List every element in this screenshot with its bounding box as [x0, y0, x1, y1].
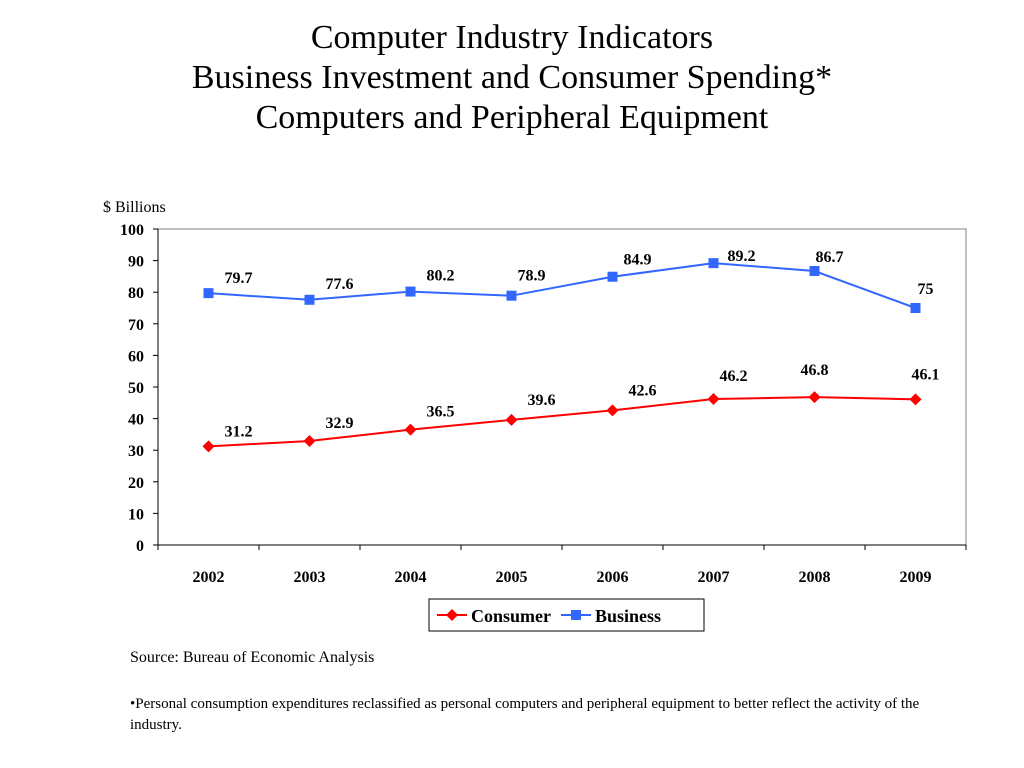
business-data-label: 79.7 — [225, 270, 253, 287]
consumer-data-point — [303, 435, 316, 448]
business-data-label: 75 — [918, 281, 934, 298]
consumer-data-point — [505, 413, 518, 426]
business-data-point — [910, 303, 921, 313]
business-data-point — [203, 288, 214, 299]
business-series-line — [208, 262, 916, 309]
consumer-series-line — [208, 396, 916, 448]
consumer-data-label: 46.8 — [801, 362, 829, 379]
legend-label-business: Business — [595, 606, 661, 626]
business-data-label: 77.6 — [326, 276, 354, 293]
x-tick-label: 2006 — [597, 569, 629, 586]
legend-item-business: Business — [561, 606, 661, 626]
y-tick-label: 60 — [128, 348, 144, 365]
y-tick-label: 30 — [128, 443, 144, 460]
line-chart: $ Billions 0 10 20 30 40 50 60 70 80 90 100 2002 200… — [103, 199, 967, 632]
x-tick-label: 2005 — [496, 569, 528, 586]
y-tick-label: 0 — [136, 538, 144, 555]
chart-title: Computer Industry Indicators Business In… — [0, 18, 1024, 138]
business-data-label: 89.2 — [728, 248, 756, 265]
business-series: 79.7 77.6 80.2 78.9 84.9 89.2 86.7 75 — [203, 248, 934, 313]
legend: Consumer Business — [428, 598, 705, 632]
consumer-data-point — [909, 393, 922, 406]
y-tick-label: 100 — [120, 222, 144, 239]
y-tick-label: 80 — [128, 285, 144, 302]
y-axis-label: $ Billions — [103, 199, 166, 216]
title-line-1: Computer Industry Indicators — [310, 19, 714, 56]
consumer-data-label: 42.6 — [629, 382, 657, 399]
business-data-point — [809, 266, 820, 277]
y-tick-label: 20 — [128, 475, 144, 492]
y-tick-label: 70 — [128, 317, 144, 334]
x-tick-label: 2002 — [193, 569, 225, 586]
x-tick-label: 2008 — [799, 569, 831, 586]
title-line-3: Computers and Peripheral Equipment — [255, 99, 769, 136]
consumer-data-point — [606, 404, 619, 417]
consumer-data-point — [202, 440, 215, 453]
business-data-label: 84.9 — [624, 252, 652, 269]
consumer-data-point — [707, 393, 720, 406]
legend-label-consumer: Consumer — [471, 606, 551, 626]
legend-item-consumer: Consumer — [437, 606, 551, 626]
consumer-data-label: 31.2 — [225, 423, 253, 440]
consumer-data-label: 39.6 — [528, 392, 556, 409]
x-tick-label: 2007 — [698, 569, 730, 586]
consumer-series: 31.2 32.9 36.5 39.6 42.6 46.2 46.8 46.1 — [202, 362, 940, 453]
consumer-data-point — [808, 391, 821, 404]
consumer-data-label: 46.1 — [912, 366, 940, 383]
business-data-point — [304, 294, 315, 305]
business-data-label: 86.7 — [816, 249, 844, 266]
consumer-data-label: 36.5 — [427, 404, 455, 421]
consumer-data-point — [404, 423, 417, 436]
legend-marker-business — [571, 610, 581, 620]
legend-marker-consumer — [446, 609, 458, 621]
x-tick-label: 2009 — [900, 569, 932, 586]
y-tick-label: 40 — [128, 412, 144, 429]
x-tick-label: 2004 — [395, 569, 427, 586]
business-data-point — [405, 286, 416, 297]
consumer-data-label: 32.9 — [326, 415, 354, 432]
y-tick-label: 50 — [128, 380, 144, 397]
source-note: Source: Bureau of Economic Analysis — [130, 649, 375, 666]
footnote: •Personal consumption expenditures recla… — [130, 696, 920, 733]
business-data-point — [506, 290, 517, 301]
x-tick-label: 2003 — [294, 569, 326, 586]
business-data-label: 78.9 — [518, 268, 546, 285]
y-tick-label: 90 — [128, 254, 144, 271]
consumer-data-label: 46.2 — [720, 368, 748, 385]
plot-area — [157, 228, 967, 546]
business-data-point — [708, 258, 719, 269]
business-data-point — [607, 271, 618, 282]
y-tick-label: 10 — [128, 506, 144, 523]
title-line-2: Business Investment and Consumer Spendin… — [191, 59, 833, 96]
business-data-label: 80.2 — [427, 268, 455, 285]
